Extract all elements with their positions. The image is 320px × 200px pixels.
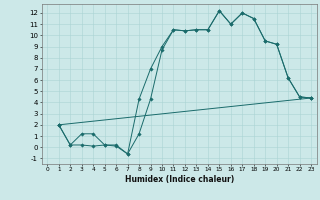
X-axis label: Humidex (Indice chaleur): Humidex (Indice chaleur) xyxy=(124,175,234,184)
